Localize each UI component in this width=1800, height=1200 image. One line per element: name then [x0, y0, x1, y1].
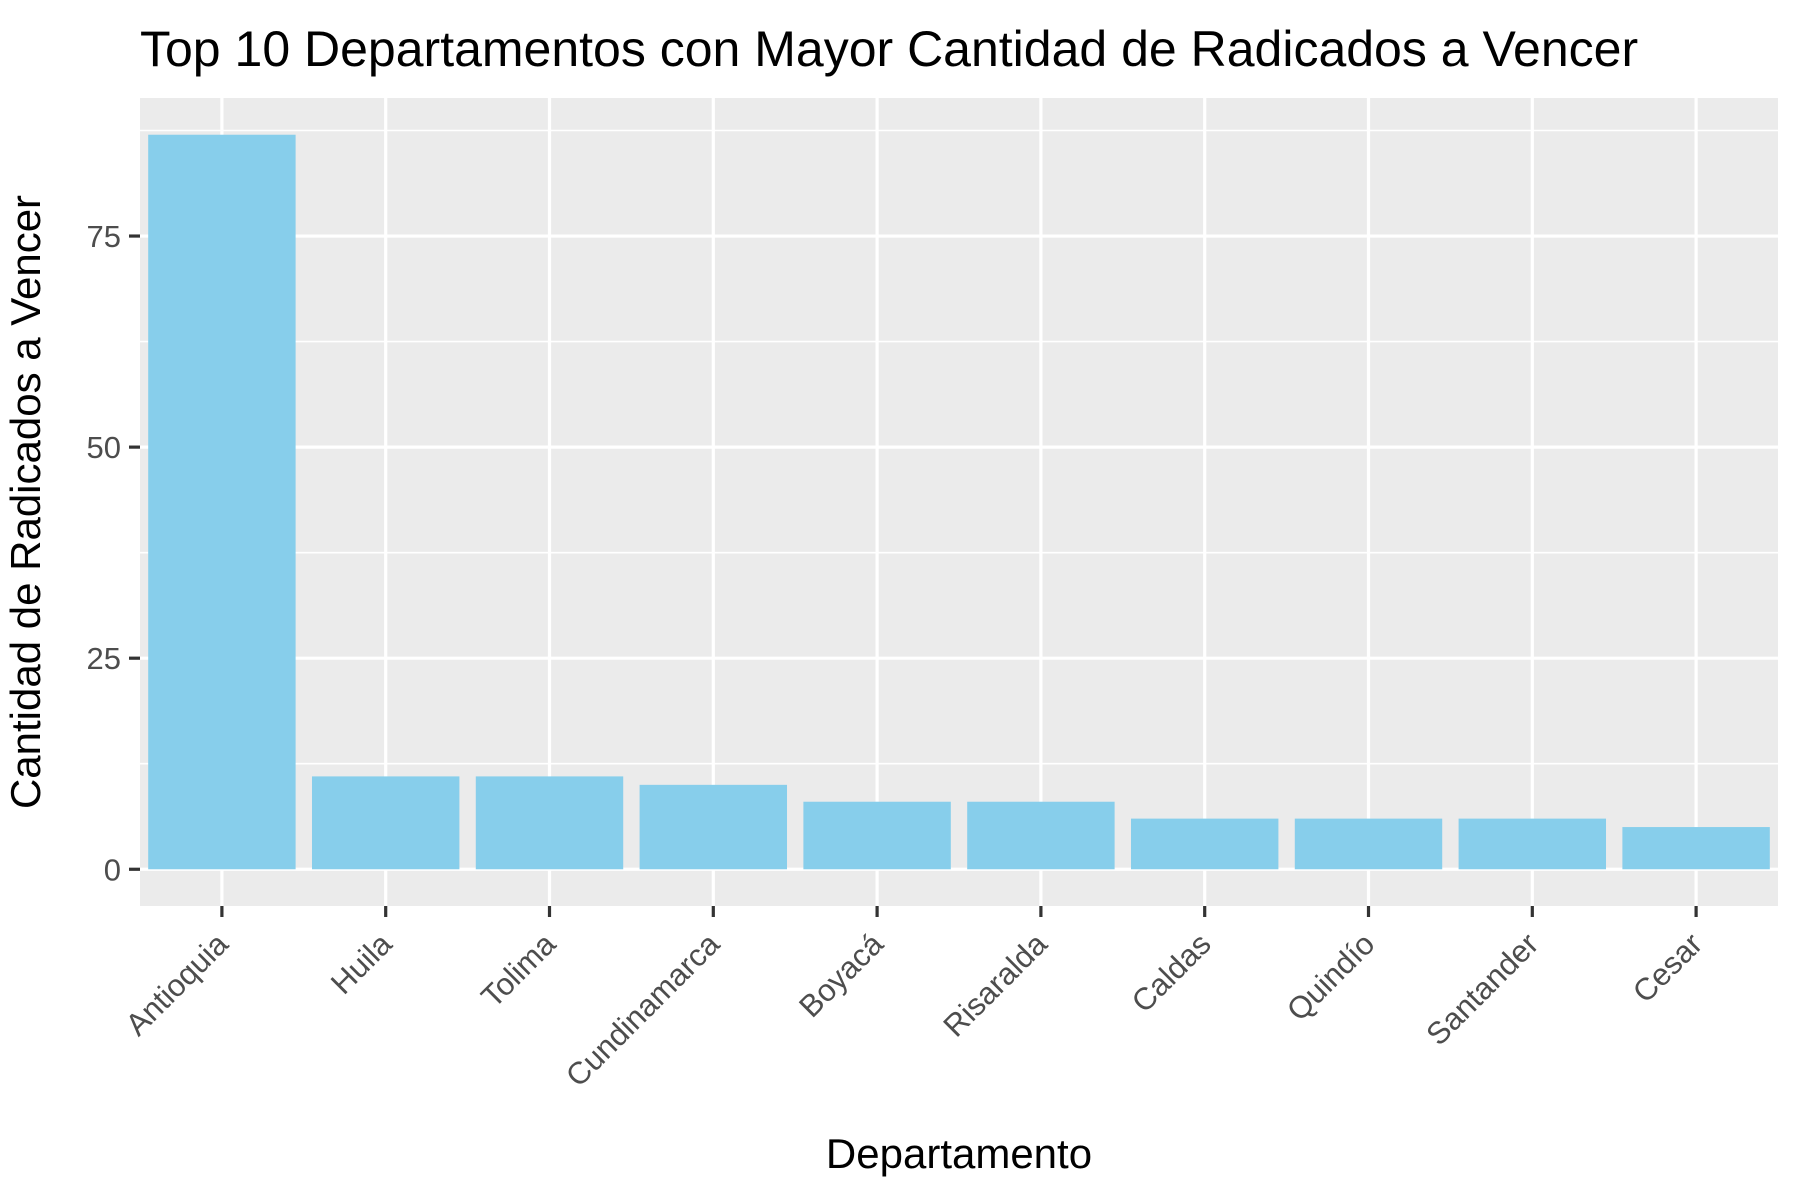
- x-tick-label: Tolima: [474, 926, 563, 1015]
- bars: [148, 134, 1770, 870]
- y-tick-label: 50: [87, 430, 121, 465]
- x-tick-label: Huila: [324, 926, 399, 1001]
- x-tick-label: Boyacá: [792, 926, 890, 1024]
- x-tick-label: Risaralda: [937, 926, 1055, 1044]
- y-tick-label: 75: [87, 219, 121, 254]
- x-axis-title: Departamento: [826, 1130, 1092, 1177]
- bar-cesar: [1622, 827, 1770, 870]
- x-tick-label: Cesar: [1626, 926, 1709, 1009]
- y-tick-label: 0: [104, 852, 121, 887]
- bar-antioquia: [148, 134, 296, 870]
- bar-tolima: [475, 776, 624, 870]
- bar-boyaca: [803, 801, 951, 870]
- y-tick-label: 25: [87, 641, 121, 676]
- bar-huila: [311, 776, 460, 870]
- minor-gridlines: [140, 129, 1778, 765]
- x-tick-label: Cundinamarca: [559, 926, 727, 1094]
- x-tick-label: Quindío: [1280, 926, 1382, 1028]
- panel-background: [140, 98, 1778, 906]
- y-axis: 0 25 50 75: [87, 219, 140, 887]
- bar-quindio: [1294, 818, 1443, 870]
- x-tick-label: Caldas: [1125, 926, 1218, 1019]
- x-tick-label: Santander: [1419, 926, 1545, 1052]
- x-tick-label: Antioquia: [119, 926, 236, 1043]
- chart-title: Top 10 Departamentos con Mayor Cantidad …: [140, 21, 1638, 77]
- bar-risaralda: [967, 801, 1115, 870]
- bar-santander: [1458, 818, 1607, 870]
- y-axis-title: Cantidad de Radicados a Vencer: [2, 195, 49, 809]
- bar-cundinamarca: [639, 784, 788, 870]
- bar-caldas: [1130, 818, 1279, 870]
